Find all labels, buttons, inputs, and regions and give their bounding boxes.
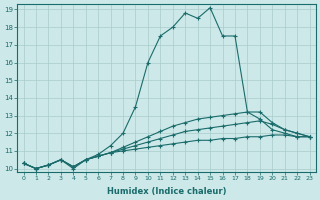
X-axis label: Humidex (Indice chaleur): Humidex (Indice chaleur): [107, 187, 226, 196]
